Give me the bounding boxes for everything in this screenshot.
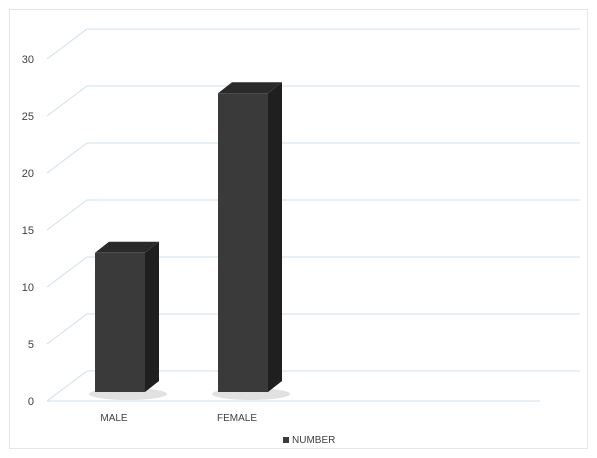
y-tick-label: 0 — [28, 396, 34, 408]
bars — [95, 82, 282, 392]
gridline — [46, 313, 580, 345]
gridline — [46, 256, 580, 288]
y-axis-ticks: 0 5 10 15 20 25 30 — [22, 54, 34, 408]
bar-female — [218, 93, 268, 392]
x-axis-categories: MALE FEMALE — [100, 413, 257, 424]
x-category-label: MALE — [100, 413, 128, 424]
gridline — [46, 142, 580, 174]
gridlines — [46, 28, 580, 402]
y-tick-label: 25 — [22, 111, 34, 123]
bar-top-female — [218, 82, 282, 94]
bar-side-male — [145, 241, 159, 392]
y-tick-label: 5 — [28, 339, 34, 351]
y-tick-label: 20 — [22, 168, 34, 180]
legend: NUMBER — [283, 435, 335, 446]
y-tick-label: 30 — [22, 54, 34, 66]
gridline — [46, 199, 580, 231]
y-tick-label: 15 — [22, 225, 34, 237]
legend-label-number: NUMBER — [292, 435, 335, 446]
y-tick-label: 10 — [22, 282, 34, 294]
bar-male — [95, 252, 145, 392]
x-category-label: FEMALE — [217, 413, 257, 424]
legend-swatch-number — [283, 437, 289, 443]
gridline — [46, 85, 580, 117]
gridline — [46, 28, 580, 60]
bar-side-female — [268, 82, 282, 392]
bar-top-male — [95, 241, 159, 253]
gridline — [46, 370, 580, 402]
